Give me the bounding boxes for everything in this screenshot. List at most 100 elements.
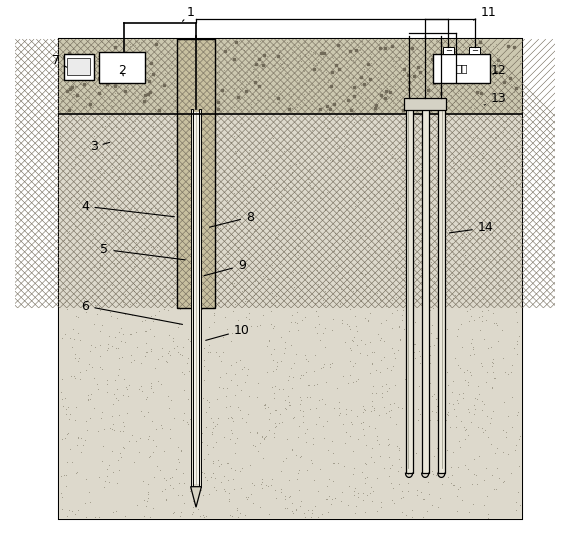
Point xyxy=(491,80,500,89)
Point xyxy=(382,97,392,106)
Point xyxy=(76,336,85,345)
Point xyxy=(231,391,240,399)
Point xyxy=(332,384,341,392)
Point xyxy=(416,352,425,360)
Point xyxy=(343,378,352,387)
Point xyxy=(146,242,156,251)
Point xyxy=(79,440,88,449)
Bar xyxy=(177,39,215,308)
Point xyxy=(245,77,254,86)
Point xyxy=(218,107,227,115)
Point xyxy=(361,459,370,467)
Point xyxy=(146,346,156,355)
Point xyxy=(387,236,396,245)
Point xyxy=(270,389,279,397)
Point xyxy=(137,56,146,65)
Point xyxy=(302,272,311,280)
Point xyxy=(446,225,455,234)
Point xyxy=(405,52,414,61)
Point xyxy=(473,44,482,53)
Point xyxy=(189,371,198,380)
Point xyxy=(196,267,205,275)
Point xyxy=(192,101,201,110)
Point xyxy=(113,191,123,199)
Point xyxy=(263,231,272,240)
Point xyxy=(376,69,385,78)
Point xyxy=(355,46,364,55)
Point xyxy=(250,159,259,167)
Point xyxy=(243,495,252,504)
Point xyxy=(272,90,281,99)
Point xyxy=(473,133,482,142)
Point xyxy=(207,170,217,179)
Point xyxy=(387,222,396,231)
Point xyxy=(238,84,247,93)
Point xyxy=(473,264,482,273)
Point xyxy=(262,146,271,155)
Point xyxy=(307,215,316,223)
Point xyxy=(93,51,102,60)
Point xyxy=(102,472,111,480)
Point xyxy=(355,116,364,125)
Point xyxy=(114,466,123,474)
Point xyxy=(156,75,165,83)
Point xyxy=(180,129,189,138)
Point xyxy=(507,392,516,401)
Point xyxy=(117,239,127,248)
Point xyxy=(221,368,230,377)
Point xyxy=(210,53,219,62)
Point xyxy=(146,204,156,212)
Bar xyxy=(59,39,522,113)
Point xyxy=(479,334,488,343)
Point xyxy=(475,283,484,292)
Point xyxy=(467,41,476,50)
Point xyxy=(243,296,252,305)
Point xyxy=(175,479,184,488)
Point xyxy=(287,169,296,178)
Point xyxy=(144,88,153,97)
Point xyxy=(453,270,462,279)
Point xyxy=(57,220,66,229)
Point xyxy=(402,309,412,318)
Point xyxy=(446,87,455,95)
Point xyxy=(193,360,202,369)
Point xyxy=(129,287,139,295)
Point xyxy=(77,434,86,443)
Point xyxy=(349,469,358,478)
Point xyxy=(505,187,514,196)
Point xyxy=(219,485,228,494)
Point xyxy=(439,159,449,168)
Point xyxy=(443,380,452,389)
Point xyxy=(237,287,246,296)
Point xyxy=(283,38,292,47)
Point xyxy=(227,183,236,191)
Point xyxy=(512,165,521,174)
Point xyxy=(227,414,236,423)
Point xyxy=(408,236,417,244)
Point xyxy=(477,238,486,247)
Point xyxy=(258,64,267,73)
Point xyxy=(449,86,458,94)
Point xyxy=(234,153,243,162)
Point xyxy=(285,401,294,410)
Point xyxy=(87,238,96,247)
Point xyxy=(293,40,302,49)
Point xyxy=(225,224,234,233)
Point xyxy=(406,76,415,85)
Point xyxy=(512,241,522,249)
Point xyxy=(56,82,66,91)
Point xyxy=(255,92,264,100)
Point xyxy=(235,61,245,69)
Point xyxy=(140,411,149,420)
Point xyxy=(320,204,329,213)
Point xyxy=(183,104,192,113)
Point xyxy=(82,88,91,96)
Point xyxy=(86,394,95,403)
Point xyxy=(250,183,259,191)
Point xyxy=(404,81,413,90)
Point xyxy=(101,137,111,146)
Point xyxy=(512,318,522,326)
Point xyxy=(341,56,351,64)
Point xyxy=(211,89,221,98)
Point xyxy=(84,395,93,403)
